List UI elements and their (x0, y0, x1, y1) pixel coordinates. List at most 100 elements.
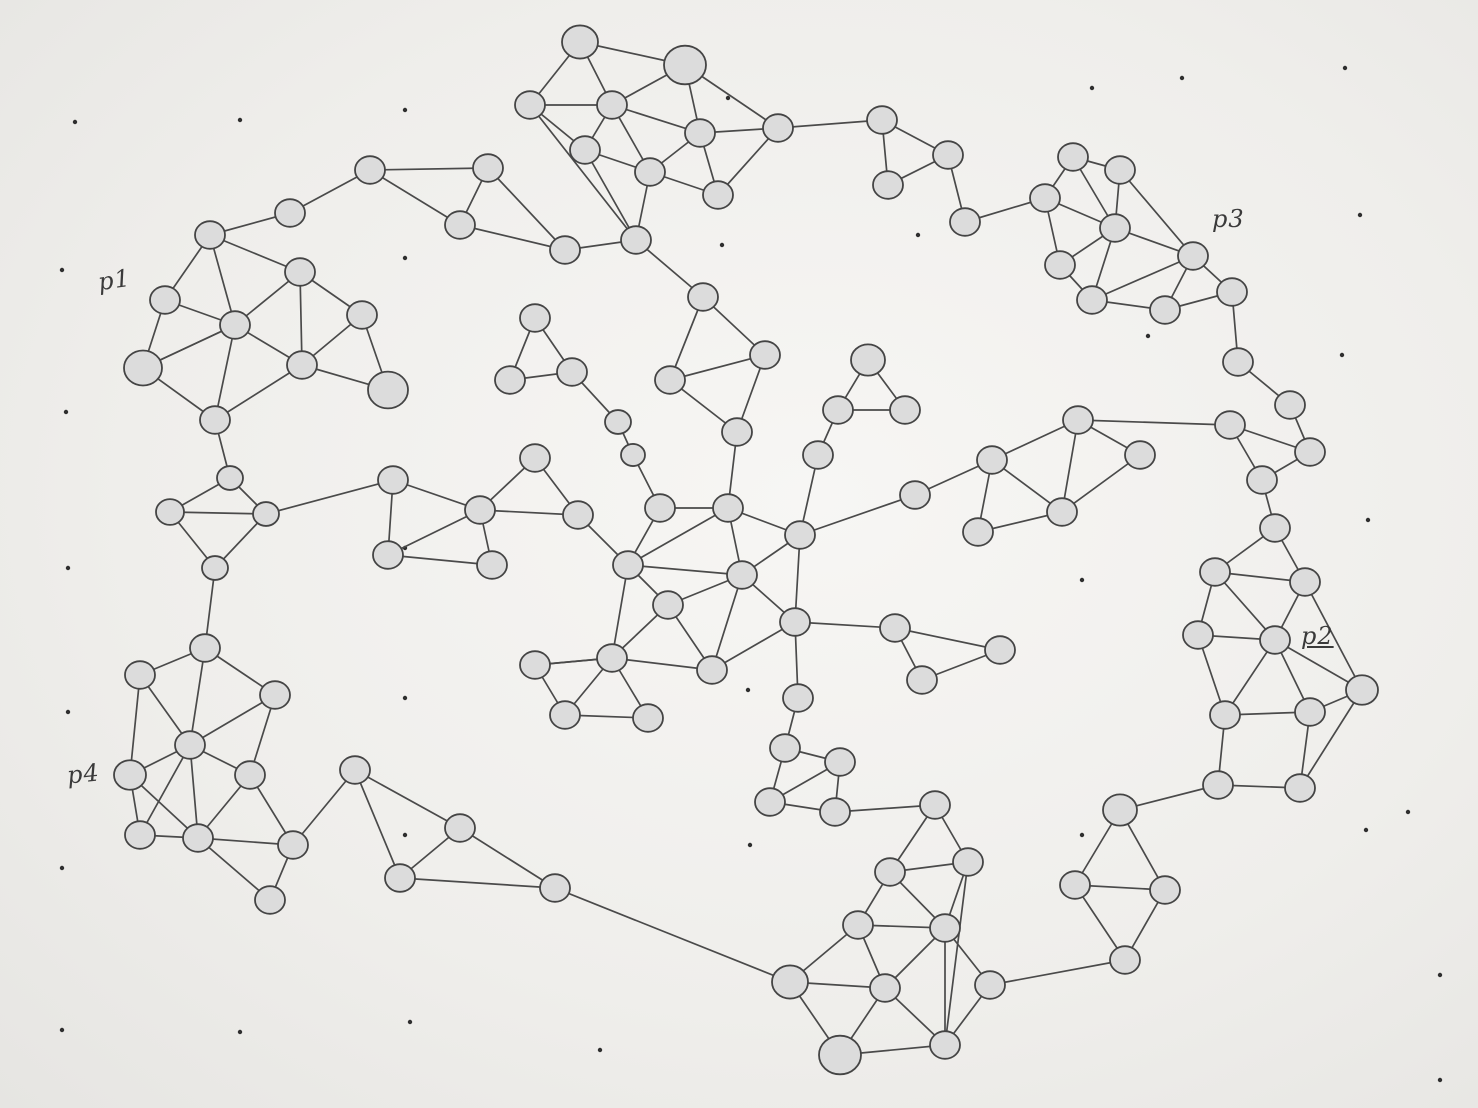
graph-edge (209, 234, 236, 326)
graph-edge (944, 861, 969, 1046)
graph-node (113, 759, 147, 791)
paper-dot (237, 1029, 243, 1035)
graph-node (562, 500, 594, 530)
graph-node (604, 409, 632, 435)
graph-node (652, 590, 684, 620)
graph-edge (369, 167, 489, 171)
graph-node (367, 370, 409, 410)
graph-edge (369, 169, 461, 226)
graph-node (684, 118, 716, 148)
graph-edges (129, 41, 1363, 1056)
paper-dot (1145, 333, 1151, 339)
graph-edge (529, 104, 637, 241)
paper-dot (237, 117, 243, 123)
graph-node (1029, 183, 1061, 213)
label-p3: p3 (1212, 205, 1245, 233)
graph-node (962, 517, 994, 547)
graph-node (984, 635, 1016, 665)
paper-dot (1342, 65, 1348, 71)
graph-node (932, 140, 964, 170)
graph-node (123, 349, 163, 387)
paper-dot (1405, 809, 1411, 815)
graph-edge (354, 769, 461, 829)
graph-node (869, 973, 901, 1003)
graph-edge (265, 479, 394, 515)
graph-edge (834, 804, 936, 813)
graph-node (1102, 793, 1138, 827)
graph-node (824, 747, 856, 777)
graph-node (596, 643, 628, 673)
graph-node (199, 405, 231, 435)
graph-node (802, 440, 834, 470)
graph-node (1216, 277, 1248, 307)
paper-dot (402, 255, 408, 261)
paper-dot (1089, 85, 1095, 91)
graph-edge (1061, 419, 1079, 513)
graph-node (1177, 241, 1209, 271)
graph-node (866, 105, 898, 135)
graph-node (620, 225, 652, 255)
paper-dot (59, 865, 65, 871)
paper-dot (1179, 75, 1185, 81)
graph-node (155, 498, 185, 526)
graph-node (277, 830, 309, 860)
graph-edge (1061, 454, 1141, 513)
graph-node (1294, 437, 1326, 467)
graph-node (1182, 620, 1214, 650)
label-p1: p1 (96, 263, 133, 297)
paper-dot (63, 409, 69, 415)
paper-dot (72, 119, 78, 125)
graph-node (1076, 285, 1108, 315)
graph-node (1202, 770, 1234, 800)
graph-edge (611, 564, 629, 659)
graph-edge (794, 621, 896, 629)
paper-dot (1437, 1077, 1443, 1083)
label-p2: p2 (1301, 622, 1334, 650)
paper-dot (1079, 577, 1085, 583)
graph-node (1199, 557, 1231, 587)
graph-node (284, 257, 316, 287)
graph-node (1214, 410, 1246, 440)
graph-nodes (113, 24, 1379, 1076)
paper-dot (725, 95, 731, 101)
graph-edge (894, 627, 1001, 651)
graph-node (1124, 440, 1156, 470)
graph-edge (459, 224, 566, 251)
grid-dots (59, 65, 1443, 1083)
graph-node (286, 350, 318, 380)
paper-dot (719, 242, 725, 248)
graph-node (444, 813, 476, 843)
graph-node (634, 157, 666, 187)
graph-node (1044, 250, 1076, 280)
graph-edge (1091, 255, 1194, 301)
graph-node (549, 700, 581, 730)
graph-node (354, 155, 386, 185)
graph-node (339, 755, 371, 785)
graph-node (906, 665, 938, 695)
graph-node (1345, 674, 1379, 706)
graph-edge (1119, 169, 1194, 257)
graph-edge (459, 827, 556, 889)
graph-node (872, 170, 904, 200)
graph-edge (584, 149, 637, 241)
graph-node (259, 680, 291, 710)
graph-node (842, 910, 874, 940)
graph-edge (354, 769, 401, 879)
graph-node (1222, 347, 1254, 377)
graph-edge (487, 167, 566, 251)
graph-node (818, 1034, 862, 1076)
graph-node (514, 90, 546, 120)
graph-node (850, 343, 886, 377)
graph-node (1289, 567, 1321, 597)
graph-node (654, 365, 686, 395)
graph-edge (1304, 581, 1363, 691)
paper-dot (65, 565, 71, 571)
graph-edge (292, 769, 356, 846)
graph-node (1259, 513, 1291, 543)
graph-node (1284, 773, 1316, 803)
graph-edge (139, 744, 191, 836)
graph-node (494, 365, 526, 395)
graph-edge (299, 271, 303, 366)
graph-edge (1274, 639, 1363, 691)
graph-node (899, 480, 931, 510)
